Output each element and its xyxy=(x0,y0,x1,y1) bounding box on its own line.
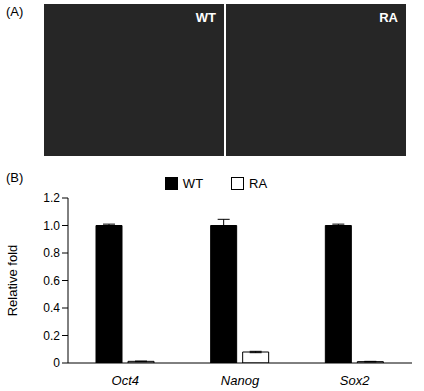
svg-text:0: 0 xyxy=(53,356,60,370)
svg-text:Nanog: Nanog xyxy=(221,373,260,388)
svg-text:1.0: 1.0 xyxy=(43,219,60,233)
svg-text:Sox2: Sox2 xyxy=(340,373,370,388)
html-text:RA: RA xyxy=(249,176,268,191)
svg-text:0.4: 0.4 xyxy=(43,301,60,315)
html-text:(A): (A) xyxy=(6,4,24,19)
html-text:WT: WT xyxy=(182,176,204,191)
svg-text:0.8: 0.8 xyxy=(43,246,60,260)
svg-text:0.6: 0.6 xyxy=(43,274,60,288)
svg-text:1.2: 1.2 xyxy=(43,191,60,205)
html-text:(B): (B) xyxy=(6,170,24,185)
html-text:WT: WT xyxy=(195,10,216,25)
svg-text:Oct4: Oct4 xyxy=(112,373,139,388)
svg-text:0.2: 0.2 xyxy=(43,329,60,343)
svg-text:Relative fold: Relative fold xyxy=(8,245,20,317)
html-text:RA: RA xyxy=(379,10,398,25)
